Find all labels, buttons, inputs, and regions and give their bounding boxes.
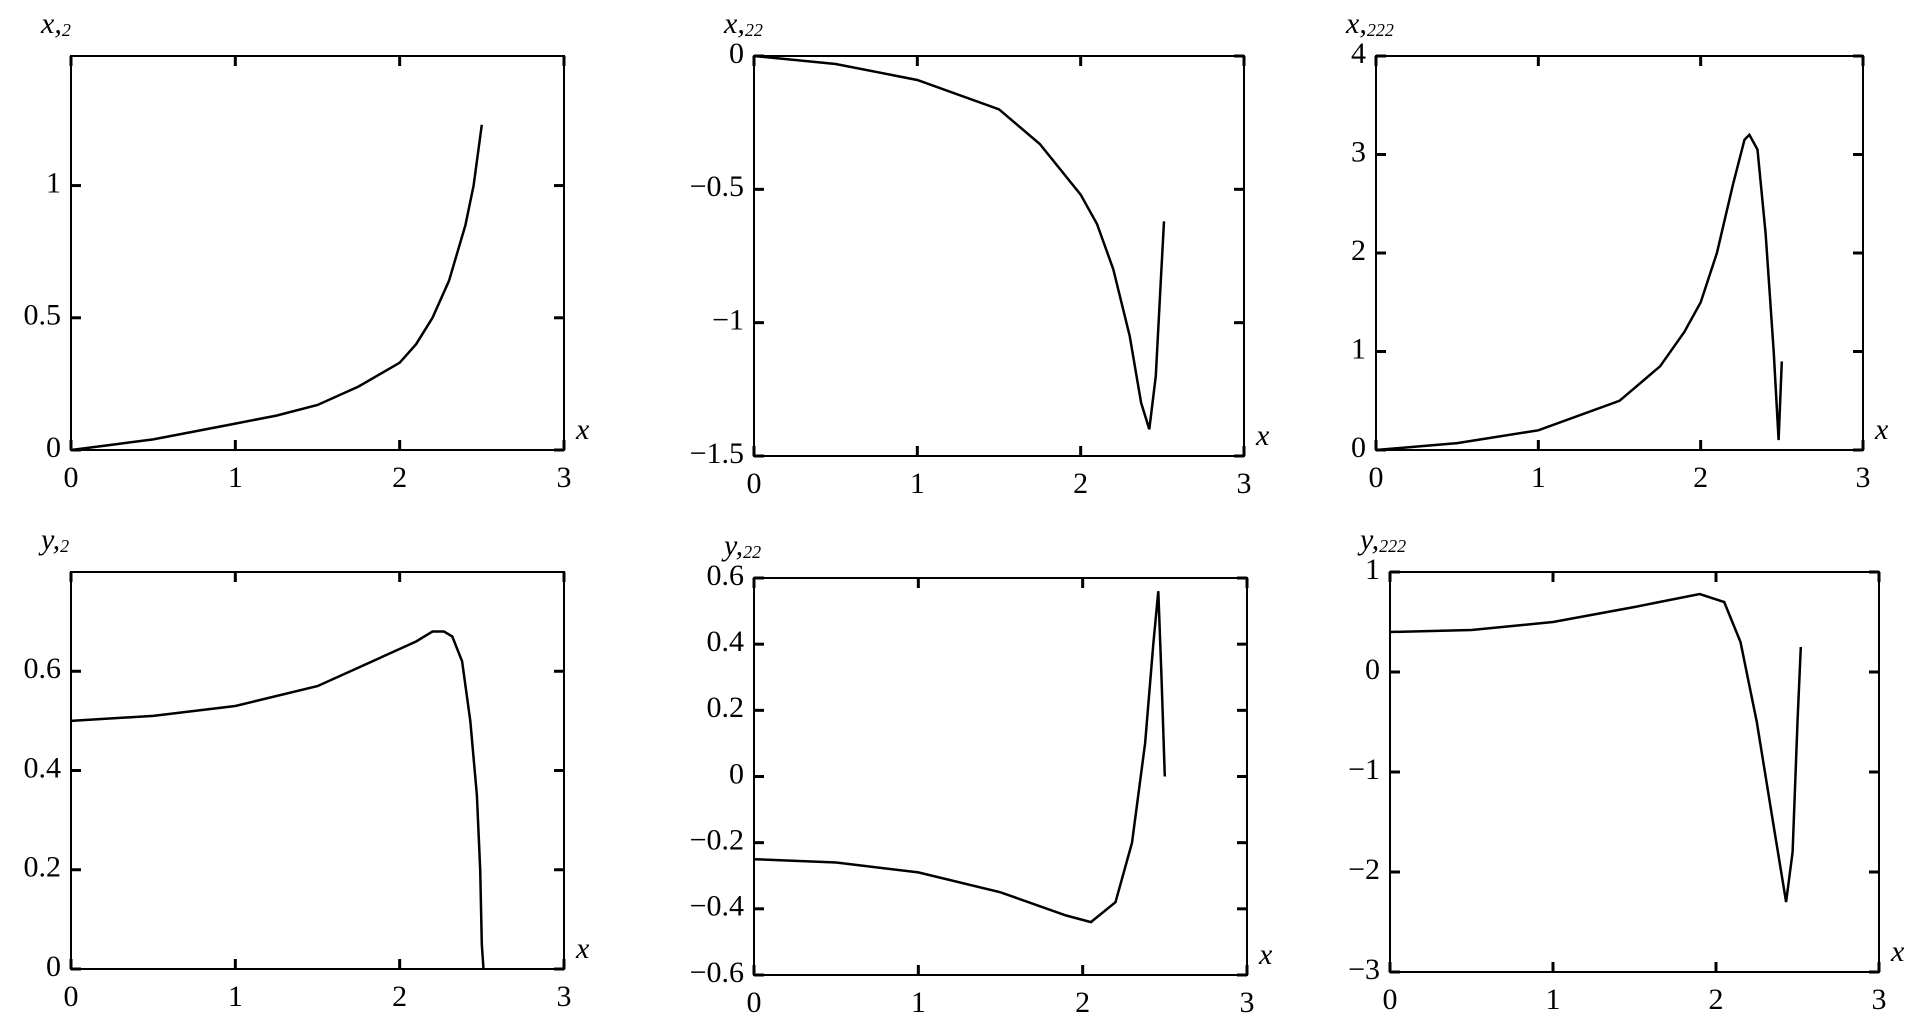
data-line bbox=[1375, 132, 1784, 452]
y-axis-label-sub: 22 bbox=[745, 20, 763, 40]
y-tick-label: 2 bbox=[1351, 234, 1366, 267]
x-tick-label: 0 bbox=[64, 980, 79, 1013]
y-tick-label: −0.5 bbox=[690, 170, 744, 203]
y-axis-label: y,22 bbox=[721, 529, 761, 562]
y-axis-label: x,222 bbox=[1345, 7, 1394, 40]
x-tick-label: 3 bbox=[1240, 986, 1255, 1019]
x-tick-label: 0 bbox=[1369, 461, 1384, 494]
y-tick-label: 1 bbox=[1365, 553, 1380, 586]
y-tick-label: 0.2 bbox=[707, 691, 745, 724]
x-tick-label: 2 bbox=[1693, 461, 1708, 494]
y-tick-label: 3 bbox=[1351, 135, 1366, 168]
x-tick-label: 0 bbox=[747, 467, 762, 500]
y-tick-label: −1 bbox=[712, 304, 744, 337]
x-axis-label: x bbox=[575, 932, 590, 965]
y-tick-label: −0.2 bbox=[690, 824, 744, 857]
y-tick-label: 4 bbox=[1351, 37, 1366, 70]
y-tick-label: 0.5 bbox=[24, 299, 62, 332]
x-tick-label: 1 bbox=[1531, 461, 1546, 494]
y-tick-label: 0 bbox=[46, 950, 61, 983]
plot-frame bbox=[753, 55, 1245, 457]
y-axis-label-sub: 222 bbox=[1367, 20, 1394, 40]
data-line bbox=[1389, 592, 1803, 903]
y-tick-label: 0 bbox=[1351, 431, 1366, 464]
x-tick-label: 1 bbox=[911, 986, 926, 1019]
data-line bbox=[753, 591, 1167, 924]
y-axis-label-main: x, bbox=[40, 7, 62, 40]
plot-frame bbox=[1375, 55, 1864, 451]
x-axis-label: x bbox=[575, 413, 590, 446]
panel: −0.6 −0.4 −0.2 0 0.2 0.4 0.6 0 1 2 3 y,22 x bbox=[690, 529, 1273, 1019]
y-tick-label: 1 bbox=[46, 166, 61, 199]
x-tick-label: 2 bbox=[392, 461, 407, 494]
y-axis-label: x,2 bbox=[40, 7, 71, 40]
y-tick-label: 0.2 bbox=[24, 851, 62, 884]
x-tick-label: 1 bbox=[228, 980, 243, 1013]
y-axis-label: y,2 bbox=[38, 523, 69, 556]
x-tick-label: 2 bbox=[1075, 986, 1090, 1019]
x-tick-label: 2 bbox=[1073, 467, 1088, 500]
data-line bbox=[753, 54, 1166, 430]
panel: 00.20.40.60 1 2 3y,2x bbox=[24, 523, 591, 1013]
y-axis-label-sub: 2 bbox=[62, 20, 71, 40]
data-line bbox=[70, 124, 484, 452]
y-axis-label: y,222 bbox=[1357, 523, 1406, 556]
y-axis-label-main: x, bbox=[723, 7, 745, 40]
y-tick-label: 0 bbox=[1365, 653, 1380, 686]
panel: 00.510 1 2 3x,2x bbox=[24, 7, 591, 494]
y-axis-label-main: y, bbox=[1357, 523, 1379, 556]
y-tick-label: −1.5 bbox=[690, 437, 744, 470]
y-tick-label: −2 bbox=[1348, 853, 1380, 886]
y-tick-label: 0 bbox=[729, 757, 744, 790]
plot-frame bbox=[753, 577, 1248, 976]
y-tick-label: 0.6 bbox=[24, 652, 62, 685]
x-axis-label: x bbox=[1874, 413, 1889, 446]
panel: 0 1 2 3 4 0 1 2 3 x,222 x bbox=[1345, 7, 1889, 494]
x-axis-label: x bbox=[1258, 938, 1273, 971]
x-tick-label: 2 bbox=[1709, 983, 1724, 1016]
x-tick-label: 0 bbox=[747, 986, 762, 1019]
x-tick-label: 3 bbox=[1872, 983, 1887, 1016]
x-tick-label: 3 bbox=[1237, 467, 1252, 500]
y-tick-label: −0.6 bbox=[690, 956, 744, 989]
x-tick-label: 0 bbox=[1383, 983, 1398, 1016]
y-tick-label: 0 bbox=[46, 431, 61, 464]
y-tick-label: 0 bbox=[729, 37, 744, 70]
y-axis-label-main: y, bbox=[38, 523, 60, 556]
x-tick-label: 1 bbox=[1546, 983, 1561, 1016]
y-axis-label-main: x, bbox=[1345, 7, 1367, 40]
y-axis-label-sub: 2 bbox=[60, 536, 69, 556]
panel: −3 −2 −1 0 1 0 1 2 3 y,222 x bbox=[1348, 523, 1905, 1016]
x-axis-label: x bbox=[1255, 419, 1270, 452]
y-tick-label: −0.4 bbox=[690, 890, 744, 923]
x-tick-label: 3 bbox=[1856, 461, 1871, 494]
panel: −1.5 −1 −0.5 0 0 1 2 3 x,22 x bbox=[690, 7, 1270, 500]
x-tick-label: 1 bbox=[228, 461, 243, 494]
y-tick-label: 1 bbox=[1351, 332, 1366, 365]
y-tick-label: 0.4 bbox=[24, 751, 62, 784]
x-axis-label: x bbox=[1890, 935, 1905, 968]
y-axis-label-sub: 22 bbox=[743, 542, 761, 562]
y-axis-label: x,22 bbox=[723, 7, 763, 40]
x-tick-label: 2 bbox=[392, 980, 407, 1013]
y-tick-label: −1 bbox=[1348, 753, 1380, 786]
y-axis-label-main: y, bbox=[721, 529, 743, 562]
x-tick-label: 0 bbox=[64, 461, 79, 494]
y-tick-label: −3 bbox=[1348, 953, 1380, 986]
y-tick-label: 0.4 bbox=[707, 625, 745, 658]
x-tick-label: 1 bbox=[910, 467, 925, 500]
x-tick-label: 3 bbox=[557, 980, 572, 1013]
plot-frame bbox=[70, 55, 565, 451]
x-tick-label: 3 bbox=[557, 461, 572, 494]
plot-frame bbox=[70, 571, 565, 970]
y-tick-label: 0.6 bbox=[707, 559, 745, 592]
data-line bbox=[70, 630, 485, 970]
plot-frame bbox=[1389, 571, 1880, 973]
y-axis-label-sub: 222 bbox=[1379, 536, 1406, 556]
